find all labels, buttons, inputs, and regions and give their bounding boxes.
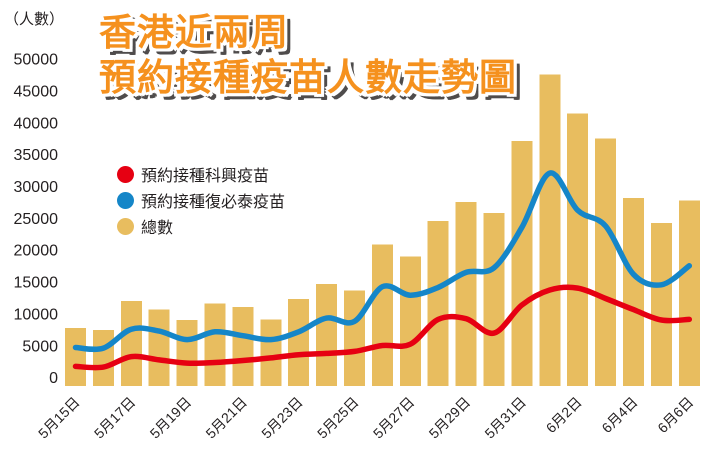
total-bar-5月25日 bbox=[344, 290, 365, 386]
total-bar-5月15日 bbox=[65, 327, 86, 386]
biontech-dot-icon bbox=[117, 191, 134, 209]
chart-title-line2: 預約接種疫苗人數走勢圖 bbox=[99, 57, 517, 98]
total-bar-5月30日 bbox=[483, 213, 505, 386]
total-bar-6月4日 bbox=[623, 197, 644, 386]
y-tick-label: 0 bbox=[49, 370, 58, 387]
total-bar-5月31日 bbox=[511, 141, 533, 386]
total-dot-icon bbox=[117, 217, 134, 235]
total-bar-5月16日 bbox=[92, 329, 114, 386]
y-tick-label: 30000 bbox=[14, 179, 59, 196]
y-axis-unit-label: （人數） bbox=[4, 11, 65, 28]
x-tick-label: 5月15日 bbox=[35, 394, 83, 442]
total-bar-5月24日 bbox=[316, 284, 338, 386]
total-bar-5月27日 bbox=[399, 256, 421, 386]
total-bar-5月22日 bbox=[260, 319, 282, 386]
chart-title-line1: 香港近兩周 bbox=[99, 12, 289, 53]
y-tick-label: 10000 bbox=[14, 306, 59, 323]
x-tick-label: 5月19日 bbox=[147, 394, 195, 442]
sinovac-dot-icon bbox=[117, 165, 134, 183]
total-bar-5月28日 bbox=[427, 220, 449, 386]
total-bar-6月6日 bbox=[678, 200, 700, 386]
y-tick-label: 5000 bbox=[22, 338, 58, 355]
total-bar-5月18日 bbox=[148, 309, 170, 386]
y-tick-label: 25000 bbox=[14, 211, 59, 228]
total-bar-5月19日 bbox=[176, 320, 198, 386]
y-tick-label: 45000 bbox=[14, 83, 59, 100]
total-bar-5月17日 bbox=[120, 301, 142, 386]
total-bar-6月2日 bbox=[567, 113, 589, 386]
x-tick-label: 6月2日 bbox=[543, 394, 585, 436]
total-bar-6月3日 bbox=[595, 138, 617, 386]
total-bar-5月23日 bbox=[288, 299, 310, 386]
total-bar-5月29日 bbox=[455, 201, 477, 386]
chart-title: 香港近兩周 預約接種疫苗人數走勢圖 bbox=[99, 10, 517, 100]
legend: 預約接種科興疫苗 預約接種復必泰疫苗 總數 bbox=[117, 161, 285, 239]
legend-label-total: 總數 bbox=[141, 220, 174, 237]
legend-label-biontech: 預約接種復必泰疫苗 bbox=[141, 194, 286, 211]
x-tick-label: 5月29日 bbox=[426, 394, 474, 442]
y-tick-label: 35000 bbox=[14, 147, 59, 164]
total-bar-5月26日 bbox=[371, 244, 393, 386]
x-tick-label: 5月27日 bbox=[370, 394, 418, 442]
legend-label-sinovac: 預約接種科興疫苗 bbox=[141, 168, 270, 185]
y-tick-label: 40000 bbox=[14, 115, 59, 132]
x-tick-label: 5月31日 bbox=[481, 394, 529, 442]
biontech-line bbox=[72, 170, 693, 353]
y-tick-label: 20000 bbox=[14, 243, 59, 260]
x-tick-label: 5月25日 bbox=[314, 394, 362, 442]
total-bar-5月20日 bbox=[204, 303, 226, 386]
sinovac-line bbox=[72, 284, 693, 371]
total-bar-6月1日 bbox=[539, 74, 561, 386]
legend-item-total: 總數 bbox=[117, 213, 285, 239]
x-tick-label: 6月6日 bbox=[654, 394, 696, 436]
x-tick-label: 5月23日 bbox=[258, 394, 306, 442]
x-tick-label: 5月17日 bbox=[91, 394, 139, 442]
legend-item-sinovac: 預約接種科興疫苗 bbox=[117, 161, 285, 187]
x-tick-label: 5月21日 bbox=[202, 394, 250, 442]
x-tick-label: 6月4日 bbox=[598, 394, 640, 436]
legend-item-biontech: 預約接種復必泰疫苗 bbox=[117, 187, 285, 213]
total-bar-6月5日 bbox=[650, 222, 672, 387]
total-bar-5月21日 bbox=[232, 307, 254, 386]
y-tick-label: 50000 bbox=[14, 52, 59, 69]
y-tick-label: 15000 bbox=[14, 275, 59, 292]
